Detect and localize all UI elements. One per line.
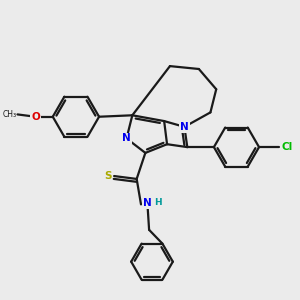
Text: Cl: Cl — [281, 142, 292, 152]
Text: S: S — [104, 171, 112, 181]
Text: O: O — [31, 112, 40, 122]
Text: N: N — [143, 198, 152, 208]
Text: CH₃: CH₃ — [2, 110, 16, 119]
Text: N: N — [180, 122, 189, 132]
Text: N: N — [122, 134, 131, 143]
Text: H: H — [154, 198, 162, 207]
